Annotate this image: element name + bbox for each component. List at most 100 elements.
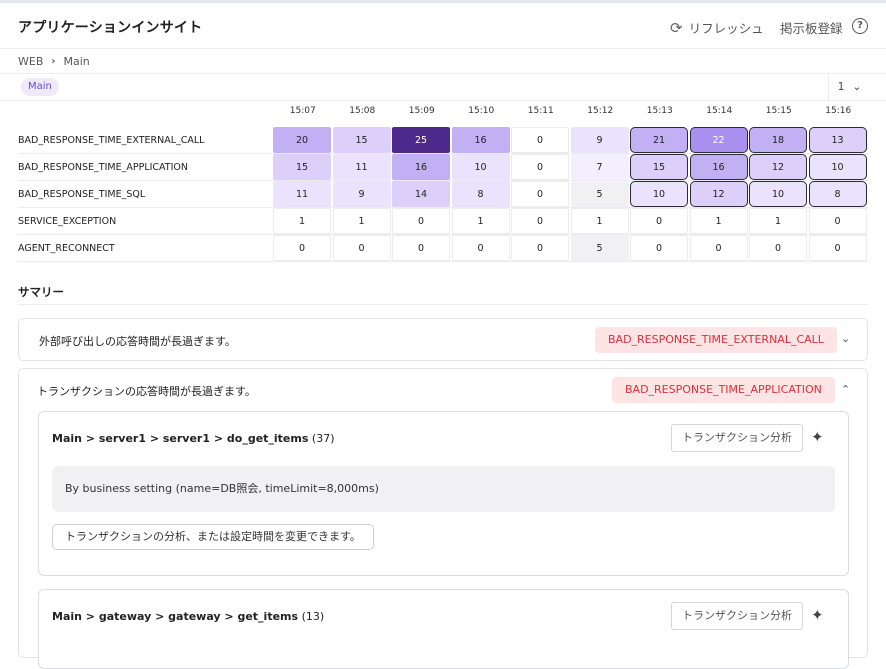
heatmap-cell[interactable]: 0 [392,208,450,234]
heatmap-cell[interactable]: 18 [749,127,807,153]
heatmap-cell[interactable]: 0 [808,235,867,261]
heatmap-time-axis: 15:07 15:08 15:09 15:10 15:11 15:12 15:1… [273,106,868,116]
summary-item-application[interactable]: トランザクションの応答時間が長過ぎます。 BAD_RESPONSE_TIME_A… [18,368,868,669]
heatmap-cell[interactable]: 1 [273,208,331,234]
heatmap-cell[interactable]: 12 [749,154,807,180]
heatmap-cell[interactable]: 10 [630,181,688,207]
transaction-path: Main > server1 > server1 > do_get_items [52,432,309,445]
time-label: 15:08 [349,106,376,116]
heatmap-cell[interactable]: 10 [749,181,807,207]
heatmap-cell[interactable]: 0 [511,208,569,234]
heatmap-row-label: SERVICE_EXCEPTION [18,216,117,227]
help-icon[interactable]: ? [852,18,868,34]
summary-item-text: トランザクションの応答時間が長過ぎます。 [37,385,256,398]
transaction-count: (13) [301,610,325,623]
heatmap-cell[interactable]: 7 [570,154,629,180]
heatmap-cell[interactable]: 8 [451,181,510,207]
business-setting-text: By business setting (name=DB照会, timeLimi… [52,466,835,512]
page-select[interactable]: 1 ⌄ [828,74,870,100]
heatmap-cell[interactable]: 0 [451,235,510,261]
heatmap-cell[interactable]: 15 [273,154,331,180]
transaction-title: Main > server1 > server1 > do_get_items … [52,432,335,445]
heatmap-cell[interactable]: 0 [273,235,331,261]
heatmap-cell[interactable]: 5 [570,235,629,261]
heatmap-cell[interactable]: 0 [749,235,807,261]
heatmap-cell[interactable]: 0 [511,154,569,180]
heatmap-cell[interactable]: 21 [630,127,688,153]
heatmap-cell[interactable]: 0 [630,235,688,261]
time-label: 15:13 [646,106,673,116]
transaction-analyze-button[interactable]: トランザクション分析 [671,602,803,630]
heatmap-cell[interactable]: 0 [808,208,867,234]
heatmap-row-label: BAD_RESPONSE_TIME_EXTERNAL_CALL [18,135,205,146]
heatmap-cell[interactable]: 1 [570,208,629,234]
heatmap-cell[interactable]: 15 [630,154,688,180]
heatmap-cell[interactable]: 10 [808,154,867,180]
chevron-up-icon[interactable]: ⌃ [841,383,851,396]
heatmap-cell[interactable]: 9 [332,181,391,207]
heatmap-cell[interactable]: 14 [392,181,450,207]
heatmap-cell[interactable]: 11 [273,181,331,207]
heatmap-cell[interactable]: 1 [749,208,807,234]
heatmap-row: BAD_RESPONSE_TIME_SQL 11 9 14 8 0 5 10 12 10 8 [18,181,868,208]
heatmap-cell[interactable]: 0 [392,235,450,261]
refresh-button[interactable]: ⟳ リフレッシュ [670,18,764,37]
heatmap-row: SERVICE_EXCEPTION 1 1 0 1 0 1 0 1 1 0 [18,208,868,235]
breadcrumb-item-main[interactable]: Main [63,55,90,68]
time-label: 15:11 [527,106,554,116]
transaction-title: Main > gateway > gateway > get_items (13… [52,610,324,623]
time-label: 15:14 [706,106,733,116]
heatmap-cell[interactable]: 10 [451,154,510,180]
time-label: 15:12 [587,106,614,116]
heatmap-cell[interactable]: 16 [689,154,748,180]
heatmap-row: BAD_RESPONSE_TIME_APPLICATION 15 11 16 10 0 7 1… [18,154,868,181]
heatmap-cell[interactable]: 1 [689,208,748,234]
divider [0,73,886,74]
heatmap-cell[interactable]: 11 [332,154,391,180]
refresh-icon: ⟳ [670,18,683,37]
heatmap-cell[interactable]: 16 [392,154,450,180]
heatmap-cell[interactable]: 1 [451,208,510,234]
sparkle-icon[interactable]: ✦ [811,606,824,624]
status-badge: BAD_RESPONSE_TIME_EXTERNAL_CALL [595,327,837,353]
heatmap-cell[interactable]: 20 [273,127,331,153]
summary-item-text: 外部呼び出しの応答時間が長過ぎます。 [39,335,236,348]
heatmap-cell[interactable]: 1 [332,208,391,234]
heatmap-cell[interactable]: 22 [689,127,748,153]
divider [0,100,886,101]
heatmap-row: BAD_RESPONSE_TIME_EXTERNAL_CALL 20 15 25 16 0… [18,127,868,154]
breadcrumb: WEB › Main [18,55,90,68]
heatmap-cell[interactable]: 0 [630,208,688,234]
sparkle-icon[interactable]: ✦ [811,428,824,446]
divider [18,304,868,305]
transaction-analyze-button[interactable]: トランザクション分析 [671,424,803,452]
change-setting-button[interactable]: トランザクションの分析、または設定時間を変更できます。 [52,524,374,550]
chevron-down-icon[interactable]: ⌄ [841,332,851,345]
heatmap-cell[interactable]: 15 [332,127,391,153]
heatmap-row-label: BAD_RESPONSE_TIME_SQL [18,189,146,200]
time-label: 15:10 [468,106,495,116]
filter-chip-main[interactable]: Main [21,78,59,96]
heatmap-cell[interactable]: 16 [451,127,510,153]
page-title: アプリケーションインサイト [18,20,203,36]
heatmap-cell[interactable]: 0 [689,235,748,261]
breadcrumb-item-web[interactable]: WEB [18,55,44,68]
chevron-right-icon: › [51,56,56,67]
heatmap-row-label: BAD_RESPONSE_TIME_APPLICATION [18,162,188,173]
heatmap-cell[interactable]: 9 [570,127,629,153]
transaction-card: Main > server1 > server1 > do_get_items … [38,411,849,576]
heatmap-cell[interactable]: 0 [511,235,569,261]
heatmap-cell[interactable]: 5 [570,181,629,207]
heatmap-cell[interactable]: 0 [332,235,391,261]
summary-item-external-call[interactable]: 外部呼び出しの応答時間が長過ぎます。 BAD_RESPONSE_TIME_EXT… [18,318,868,361]
heatmap-cell[interactable]: 0 [511,181,569,207]
heatmap-cell[interactable]: 13 [808,127,867,153]
top-accent-line [0,0,886,3]
heatmap-cell[interactable]: 25 [392,127,450,153]
chevron-down-icon: ⌄ [852,81,862,93]
heatmap-cell[interactable]: 8 [808,181,867,207]
transaction-card: Main > gateway > gateway > get_items (13… [38,589,849,669]
board-register-button[interactable]: 掲示板登録 [780,21,843,36]
heatmap-cell[interactable]: 12 [689,181,748,207]
heatmap-cell[interactable]: 0 [511,127,569,153]
